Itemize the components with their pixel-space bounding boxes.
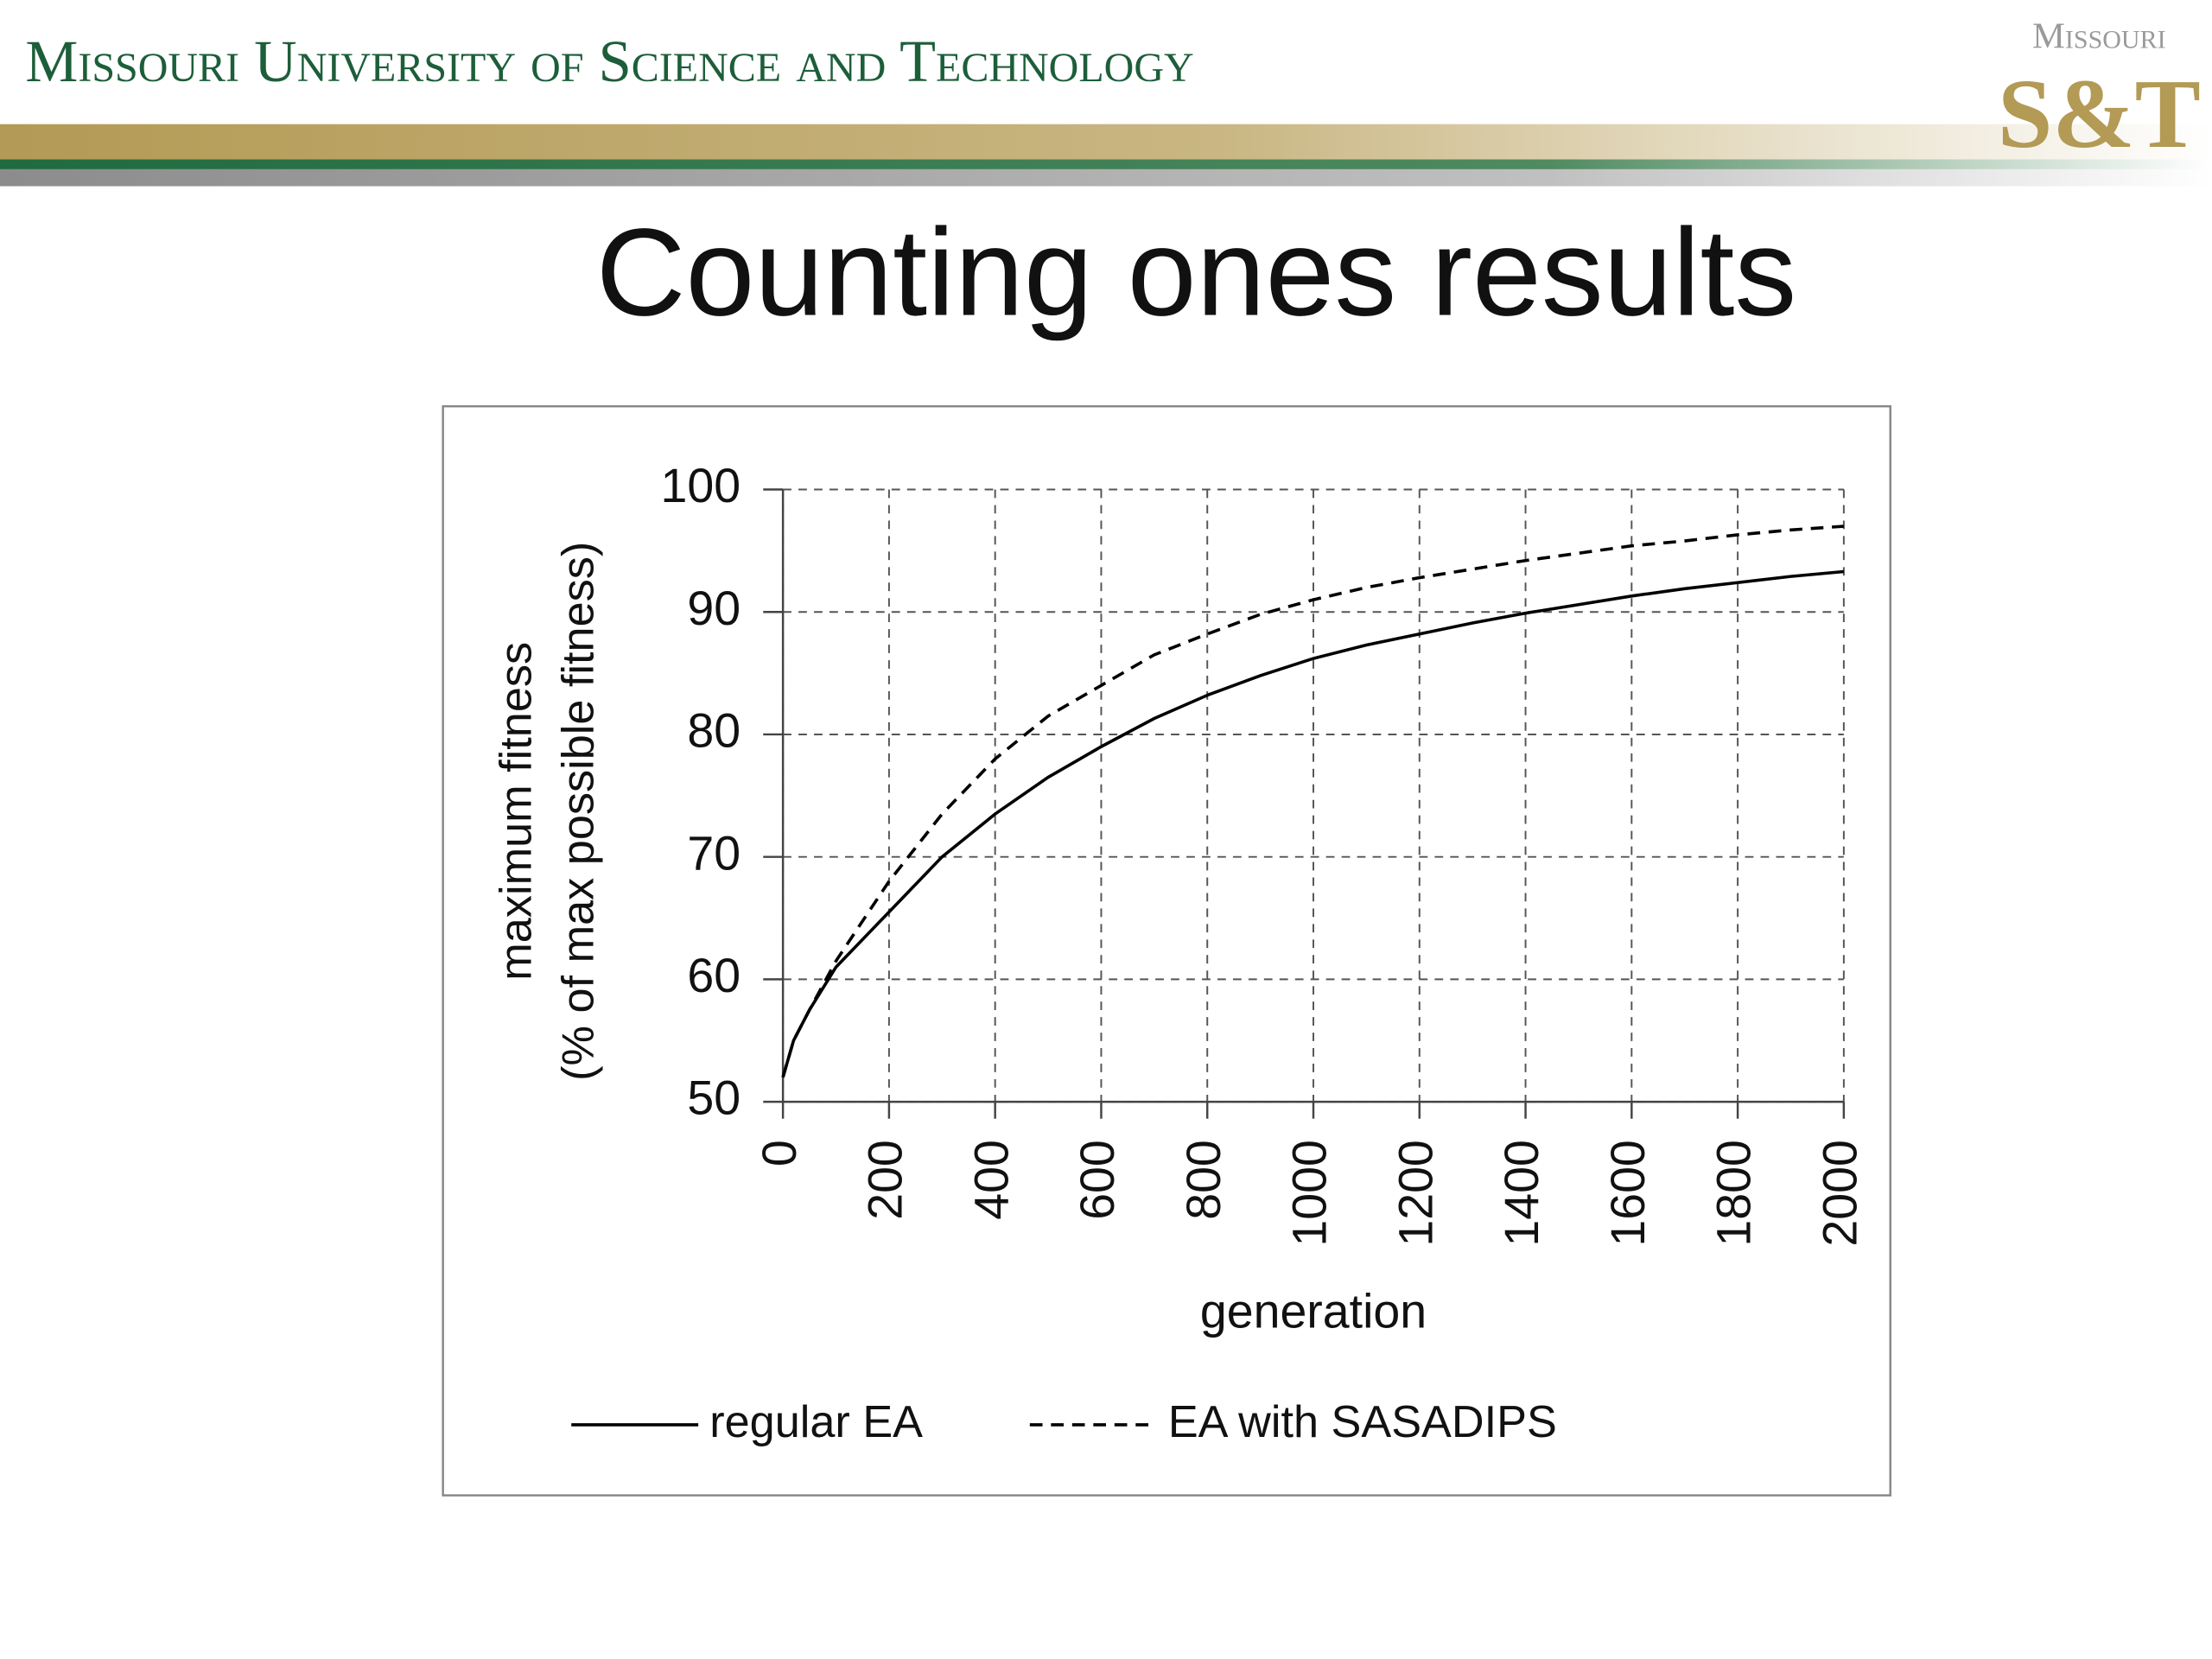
y-tick-label: 80 — [687, 704, 741, 758]
x-tick-label: 800 — [1177, 1140, 1230, 1220]
x-tick-label: 1000 — [1283, 1140, 1337, 1246]
legend-label: EA with SASADIPS — [1168, 1397, 1557, 1447]
chart-title: Counting ones results — [596, 203, 1797, 341]
x-tick-label: 600 — [1071, 1140, 1124, 1220]
x-tick-label: 1400 — [1495, 1140, 1548, 1246]
header-line — [0, 159, 2212, 169]
x-tick-label: 1600 — [1601, 1140, 1655, 1246]
x-tick-label: 1800 — [1707, 1140, 1761, 1246]
x-tick-label: 1200 — [1389, 1140, 1442, 1246]
data-line — [781, 524, 1845, 1078]
y-tick-label: 90 — [687, 582, 741, 635]
header-shadow — [0, 168, 2212, 187]
y-axis-label: maximum fitness — [492, 642, 542, 981]
y-tick-label: 60 — [687, 949, 741, 1002]
logo-main: S&T — [1998, 59, 2201, 168]
logo-top: Missouri — [2032, 16, 2165, 56]
x-tick-label: 2000 — [1814, 1140, 1867, 1246]
y-tick-label: 100 — [661, 459, 741, 512]
y-tick-label: 70 — [687, 826, 741, 880]
y-axis-label: (% of max possible fitness) — [553, 542, 603, 1081]
university-name: Missouri University of Science and Techn… — [25, 29, 1193, 94]
y-tick-label: 50 — [687, 1071, 741, 1125]
x-tick-label: 400 — [964, 1140, 1018, 1220]
x-tick-label: 200 — [859, 1140, 912, 1220]
chart-frame — [442, 404, 1891, 1497]
legend-label: regular EA — [709, 1397, 923, 1447]
data-line — [781, 569, 1845, 1078]
header-band — [0, 124, 2212, 160]
x-axis-label: generation — [1200, 1284, 1427, 1338]
x-tick-label: 0 — [753, 1140, 806, 1166]
